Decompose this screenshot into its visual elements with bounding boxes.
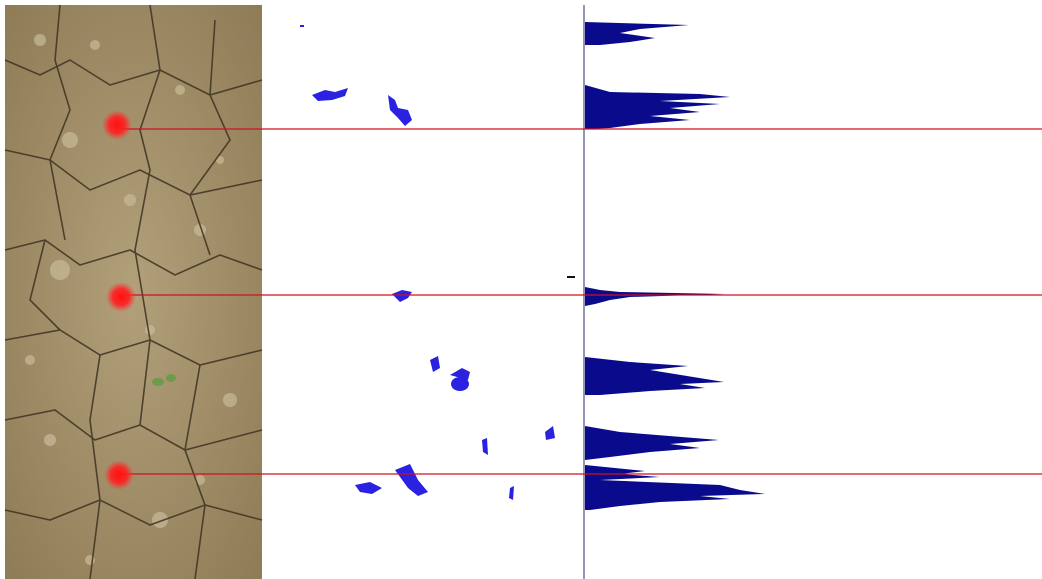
segmentation-mask <box>300 25 555 500</box>
row-histogram <box>585 22 765 510</box>
marker <box>567 276 575 278</box>
screen <box>0 0 1042 579</box>
